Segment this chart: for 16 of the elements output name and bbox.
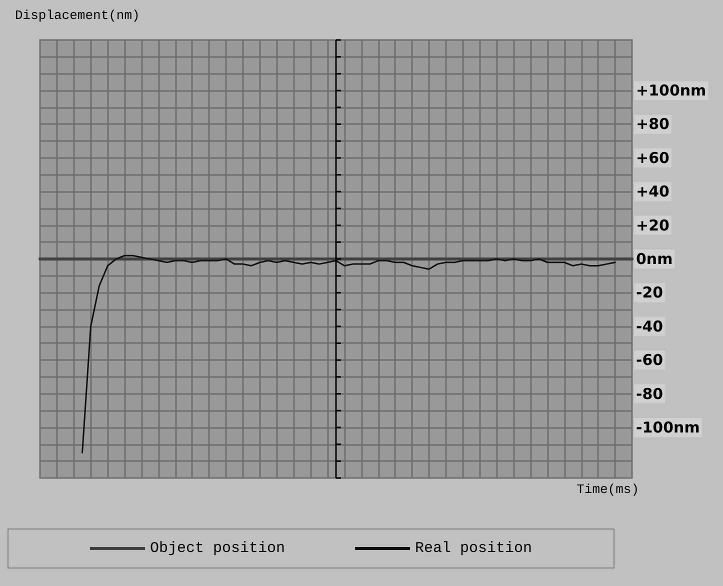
y-tick-label: +60 <box>636 148 670 167</box>
y-tick-label: +80 <box>636 115 670 134</box>
legend-label: Real position <box>415 540 532 557</box>
line-series <box>82 254 616 454</box>
y-tick-label: -80 <box>636 384 664 403</box>
y-tick-label: +20 <box>636 216 670 234</box>
y-tick-label: -60 <box>636 351 664 370</box>
y-tick-label: -40 <box>636 317 664 336</box>
y-tick-label: 0nm <box>636 250 673 268</box>
legend-label: Object position <box>150 540 286 557</box>
y-tick-label: +40 <box>636 182 670 201</box>
y-tick-label: -100nm <box>636 418 700 436</box>
y-tick-label: -20 <box>636 284 664 302</box>
x-axis-title: Time(ms) <box>576 482 640 497</box>
y-axis-title: Displacement(nm) <box>15 8 140 23</box>
y-tick-label: +100nm <box>636 82 706 100</box>
